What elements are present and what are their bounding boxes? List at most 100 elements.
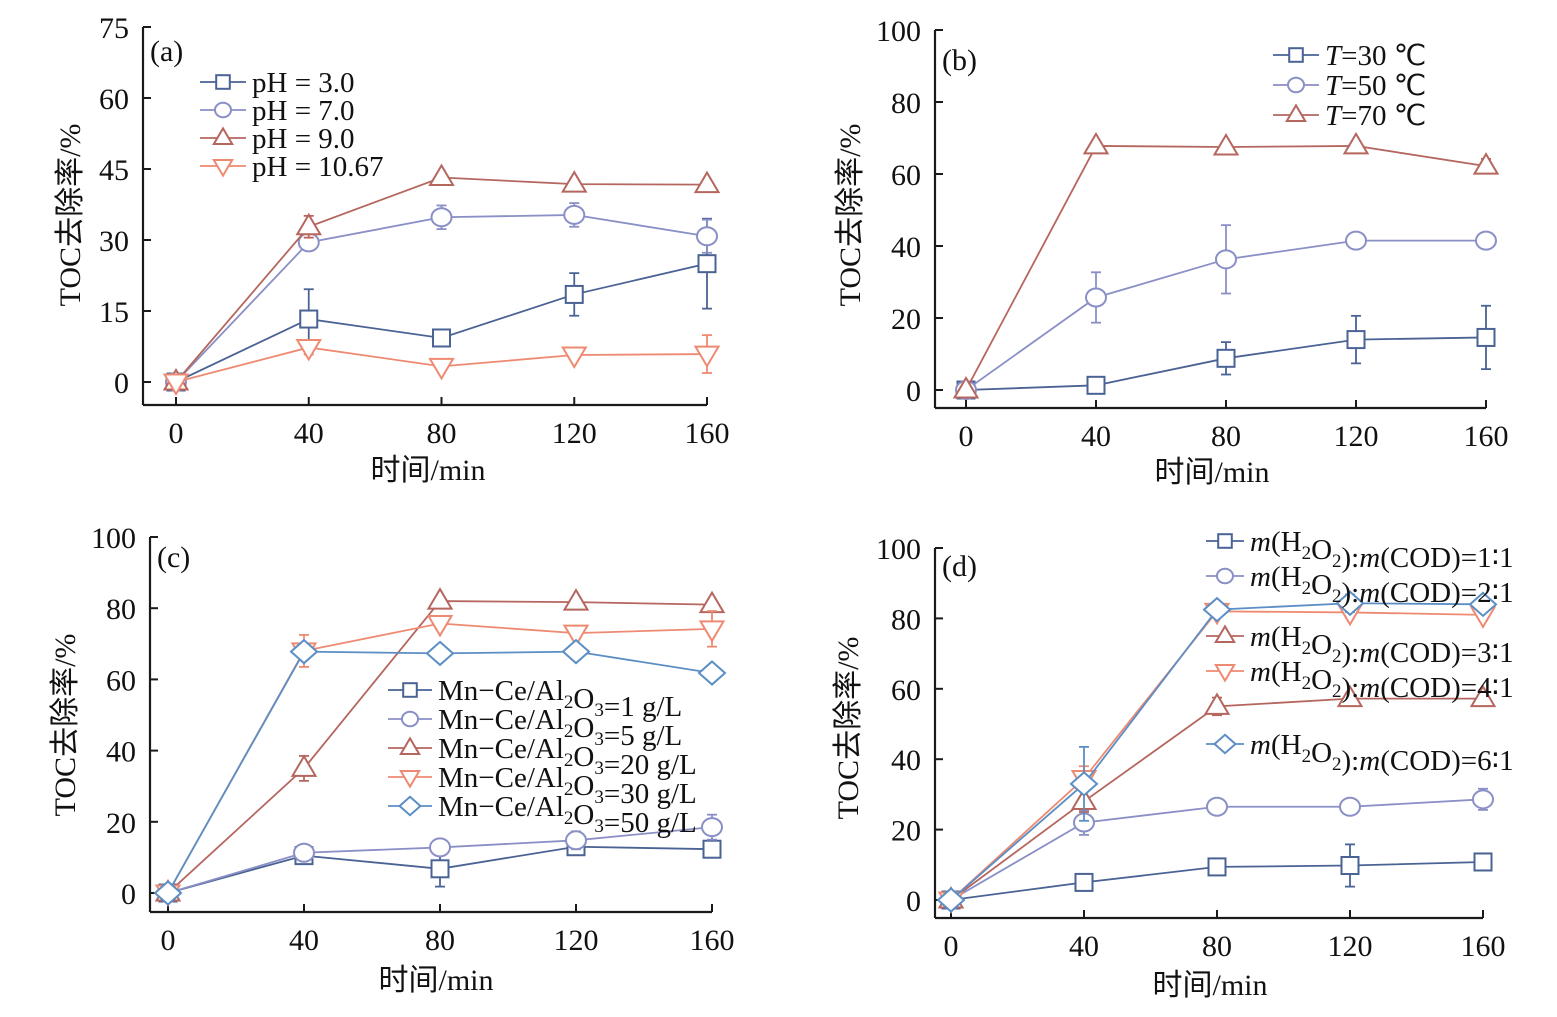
- x-tick-label: 160: [690, 924, 735, 957]
- triangle-up-marker: [1469, 684, 1497, 708]
- series-3: [162, 163, 721, 391]
- square-marker: [1074, 872, 1094, 892]
- diamond-marker: [1335, 590, 1365, 617]
- square-marker: [215, 74, 231, 90]
- triangle-up-marker: [1285, 103, 1307, 122]
- y-axis-title: TOC去除率/%: [832, 637, 865, 820]
- triangle-up-marker: [1336, 684, 1364, 708]
- x-tick-label: 120: [1328, 930, 1373, 963]
- x-tick-label: 80: [425, 924, 455, 957]
- triangle-up-marker: [295, 212, 323, 236]
- y-axis-title: TOC去除率/%: [834, 124, 867, 307]
- panel-label: (b): [942, 44, 977, 77]
- triangle-down-marker: [698, 620, 726, 643]
- square-marker: [432, 328, 451, 348]
- y-tick-label: 40: [891, 744, 921, 777]
- y-tick-label: 100: [876, 533, 921, 566]
- triangle-up-marker: [1203, 692, 1231, 715]
- y-tick-label: 0: [121, 878, 136, 911]
- y-tick-label: 80: [891, 87, 921, 120]
- diamond-marker: [936, 887, 966, 913]
- x-tick-label: 40: [1069, 930, 1099, 963]
- x-tick-label: 160: [685, 417, 730, 450]
- y-tick-label: 20: [106, 807, 136, 840]
- square-marker: [299, 309, 319, 329]
- series-4: [162, 334, 721, 396]
- triangle-up-marker: [1082, 131, 1110, 155]
- circle-marker: [696, 226, 718, 247]
- x-axis-title: 时间/min: [370, 454, 485, 487]
- x-tick-label: 120: [552, 417, 597, 450]
- legend-label: T=70 ℃: [1325, 100, 1426, 132]
- legend-item: m(H2O2):m(COD)=1∶1: [1206, 526, 1514, 574]
- legend-item: Mn−Ce/Al2O3=5 g/L: [388, 704, 682, 752]
- y-tick-label: 100: [876, 15, 921, 48]
- x-tick-label: 40: [289, 924, 319, 957]
- x-tick-label: 160: [1461, 930, 1506, 963]
- circle-marker: [401, 710, 419, 728]
- circle-marker: [293, 842, 315, 863]
- legend-item: Mn−Ce/Al2O3=50 g/L: [388, 791, 697, 839]
- square-marker: [1476, 327, 1496, 347]
- circle-marker: [430, 207, 453, 228]
- triangle-down-marker: [693, 345, 721, 369]
- triangle-down-marker: [1214, 664, 1236, 683]
- y-tick-label: 60: [106, 664, 136, 697]
- legend-label: Mn−Ce/Al2O3=1 g/L: [438, 675, 682, 723]
- legend-item: Mn−Ce/Al2O3=20 g/L: [388, 733, 697, 781]
- square-marker: [1473, 852, 1493, 872]
- square-marker: [697, 254, 717, 274]
- square-marker: [402, 682, 418, 698]
- legend-label: pH = 7.0: [252, 95, 355, 127]
- triangle-down-marker: [295, 338, 323, 362]
- y-tick-label: 20: [891, 303, 921, 336]
- panel-label: (c): [157, 541, 190, 574]
- triangle-down-marker: [428, 357, 455, 381]
- triangle-up-marker: [290, 754, 318, 777]
- x-tick-label: 160: [1464, 420, 1509, 453]
- triangle-down-marker: [212, 159, 234, 178]
- legend-label: m(H2O2):m(COD)=2∶1: [1250, 561, 1514, 609]
- x-tick-label: 80: [1202, 930, 1232, 963]
- legend-item: pH = 9.0: [200, 123, 355, 155]
- diamond-marker: [1468, 591, 1498, 618]
- x-tick-label: 0: [169, 417, 184, 450]
- diamond-marker: [398, 795, 422, 817]
- square-marker: [1207, 857, 1227, 877]
- legend: T=30 ℃T=50 ℃T=70 ℃: [1273, 40, 1426, 132]
- x-tick-label: 0: [959, 420, 974, 453]
- x-tick-label: 120: [554, 924, 599, 957]
- triangle-up-marker: [428, 163, 455, 187]
- y-tick-label: 45: [99, 154, 129, 187]
- circle-marker: [1206, 796, 1228, 817]
- legend-label: T=30 ℃: [1325, 40, 1426, 72]
- diamond-marker: [1202, 596, 1232, 623]
- circle-marker: [1475, 230, 1497, 251]
- triangle-up-marker: [693, 170, 721, 194]
- series-line: [175, 214, 708, 383]
- y-tick-label: 60: [99, 83, 129, 116]
- triangle-up-marker: [562, 588, 590, 611]
- circle-marker: [1216, 567, 1234, 585]
- legend-item: Mn−Ce/Al2O3=30 g/L: [388, 762, 697, 810]
- series-3: [952, 131, 1500, 399]
- legend: m(H2O2):m(COD)=1∶1m(H2O2):m(COD)=2∶1 m(H2…: [1206, 526, 1514, 777]
- legend-label: Mn−Ce/Al2O3=50 g/L: [438, 791, 697, 839]
- legend-item: Mn−Ce/Al2O3=1 g/L: [388, 675, 682, 723]
- legend-label: Mn−Ce/Al2O3=5 g/L: [438, 704, 682, 752]
- triangle-down-marker: [399, 770, 421, 789]
- legend-label: m(H2O2):m(COD)=6∶1: [1250, 729, 1514, 777]
- legend-label: m(H2O2):m(COD)=1∶1: [1250, 526, 1514, 574]
- legend-item: T=70 ℃: [1273, 100, 1426, 132]
- y-tick-label: 80: [106, 593, 136, 626]
- circle-marker: [1215, 249, 1237, 270]
- y-tick-label: 100: [91, 522, 136, 555]
- series-1: [956, 304, 1496, 400]
- triangle-down-marker: [562, 624, 590, 648]
- triangle-up-marker: [1342, 131, 1370, 155]
- y-tick-label: 0: [906, 885, 921, 918]
- x-tick-label: 120: [1334, 420, 1379, 453]
- diamond-marker: [289, 638, 319, 665]
- panel-b: (b) 时间/min TOC去除率/% 0 20 40 60 80 100 0 40 80 120…: [834, 15, 1509, 489]
